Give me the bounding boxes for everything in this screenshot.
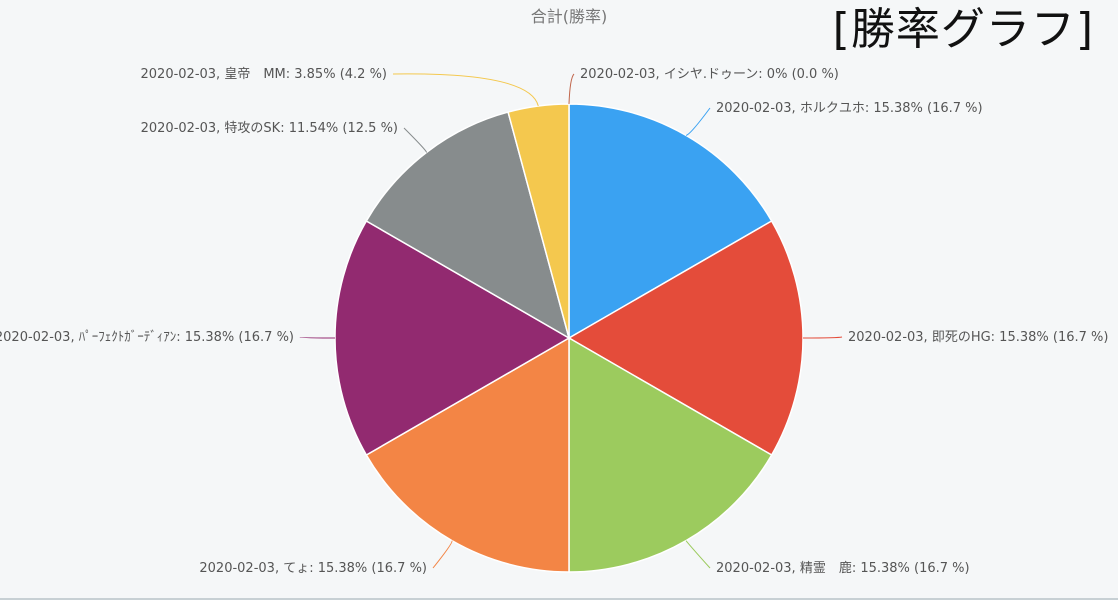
slice-label: 2020-02-03, ﾊﾟｰﾌｪｸﾄｶﾞｰﾃﾞｨｱﾝ: 15.38% (16.… xyxy=(0,330,294,345)
slice-label: 2020-02-03, 皇帝 MM: 3.85% (4.2 %) xyxy=(141,66,388,82)
leader-line xyxy=(568,73,575,105)
leader-line xyxy=(685,107,711,136)
leader-line xyxy=(299,336,336,339)
leader-line xyxy=(403,127,427,153)
leader-line xyxy=(685,540,711,569)
pie-slice[interactable] xyxy=(365,336,570,573)
slice-labels: 2020-02-03, ホルクユホ: 15.38% (16.7 %) 2020-0… xyxy=(0,66,1108,576)
pie-slice[interactable] xyxy=(568,336,773,573)
leader-line xyxy=(392,73,539,107)
leader-line xyxy=(802,336,843,339)
slice-label: 2020-02-03, 即死のHG: 15.38% (16.7 %) xyxy=(848,330,1108,345)
slice-label: 2020-02-03, 精霊 鹿: 15.38% (16.7 %) xyxy=(716,560,970,576)
slice-label: 2020-02-03, ホルクユホ: 15.38% (16.7 %) xyxy=(716,101,983,116)
leader-line xyxy=(432,540,453,569)
slice-label: 2020-02-03, イシヤ.ドゥーン: 0% (0.0 %) xyxy=(580,67,839,82)
pie-slice[interactable] xyxy=(507,103,570,339)
leader-lines xyxy=(299,73,843,569)
pie-slices xyxy=(334,103,804,573)
bottom-divider xyxy=(0,598,1118,600)
slice-label: 2020-02-03, てょ: 15.38% (16.7 %) xyxy=(199,561,427,576)
slice-label: 2020-02-03, 特攻のSK: 11.54% (12.5 %) xyxy=(141,121,398,136)
watermark-title: [勝率グラフ] xyxy=(832,4,1094,55)
chart-title: 合計(勝率) xyxy=(531,7,608,26)
